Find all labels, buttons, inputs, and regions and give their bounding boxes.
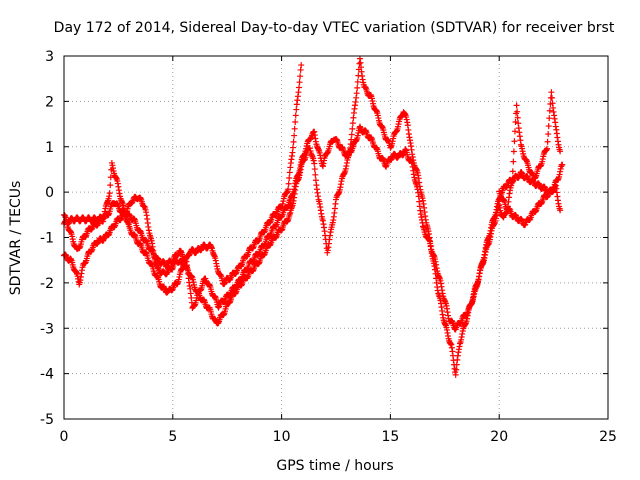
y-tick-label: 0 — [45, 185, 54, 201]
x-tick-label: 15 — [381, 429, 399, 445]
data-point — [106, 190, 113, 197]
y-tick-label: -4 — [40, 367, 54, 383]
data-point — [354, 78, 361, 85]
data-point — [311, 166, 318, 173]
data-point — [354, 84, 361, 91]
x-tick-label: 0 — [60, 429, 69, 445]
y-tick-label: 2 — [45, 94, 54, 110]
data-point — [546, 107, 553, 114]
x-axis-label: GPS time / hours — [276, 458, 393, 474]
data-point — [286, 175, 293, 182]
data-point — [292, 112, 299, 119]
data-point — [512, 119, 519, 126]
data-point — [285, 186, 292, 193]
data-point — [285, 180, 292, 187]
plot-frame — [63, 55, 609, 420]
x-tick-label: 20 — [490, 429, 508, 445]
data-point — [544, 138, 551, 145]
data-markers — [61, 55, 566, 378]
data-point — [292, 118, 299, 125]
data-point — [453, 366, 460, 373]
data-point — [312, 171, 319, 178]
y-tick-label: -1 — [40, 231, 54, 247]
data-point — [509, 177, 516, 184]
data-point — [513, 102, 520, 109]
data-point — [296, 79, 303, 86]
data-point — [349, 125, 356, 132]
y-axis-label: SDTVAR / TECUs — [8, 181, 24, 296]
y-tick-label: -2 — [40, 276, 54, 292]
data-point — [510, 148, 517, 155]
x-tick-labels: 0 5 10 15 20 25 — [60, 429, 617, 445]
data-point — [452, 371, 459, 378]
data-point — [509, 168, 516, 175]
data-point — [296, 84, 303, 91]
data-point — [293, 106, 300, 113]
data-point — [510, 158, 517, 165]
data-point — [297, 73, 304, 80]
y-tick-labels: -5 -4 -3 -2 -1 0 1 2 3 — [40, 49, 54, 428]
data-point — [290, 144, 297, 151]
data-point — [557, 207, 564, 214]
data-point — [548, 94, 555, 101]
data-point — [548, 89, 555, 96]
data-point — [545, 131, 552, 138]
data-point — [353, 90, 360, 97]
y-tick-label: -5 — [40, 412, 54, 428]
data-point — [356, 60, 363, 67]
y-tick-label: 3 — [45, 49, 54, 65]
data-point — [514, 114, 521, 121]
data-point — [545, 123, 552, 130]
data-point — [290, 138, 297, 145]
data-point — [557, 148, 564, 155]
data-point — [511, 128, 518, 135]
chart-title: Day 172 of 2014, Sidereal Day-to-day VTE… — [54, 20, 615, 36]
series-track-4 — [496, 161, 566, 229]
y-tick-label: 1 — [45, 140, 54, 156]
data-point — [511, 138, 518, 145]
y-tick-label: -3 — [40, 321, 54, 337]
data-point — [546, 115, 553, 122]
x-tick-label: 25 — [599, 429, 617, 445]
series-track-3 — [61, 55, 564, 378]
data-point — [348, 131, 355, 138]
data-point — [559, 161, 566, 168]
data-point — [349, 120, 356, 127]
data-point — [514, 108, 521, 115]
data-point — [298, 62, 305, 69]
data-point — [348, 136, 355, 143]
data-point — [544, 145, 551, 152]
data-point — [291, 125, 298, 132]
data-point — [311, 160, 318, 167]
grid-lines — [64, 56, 608, 419]
data-point — [107, 182, 114, 189]
data-point — [286, 169, 293, 176]
x-tick-label: 5 — [168, 429, 177, 445]
data-point — [291, 132, 298, 139]
x-tick-label: 10 — [273, 429, 291, 445]
